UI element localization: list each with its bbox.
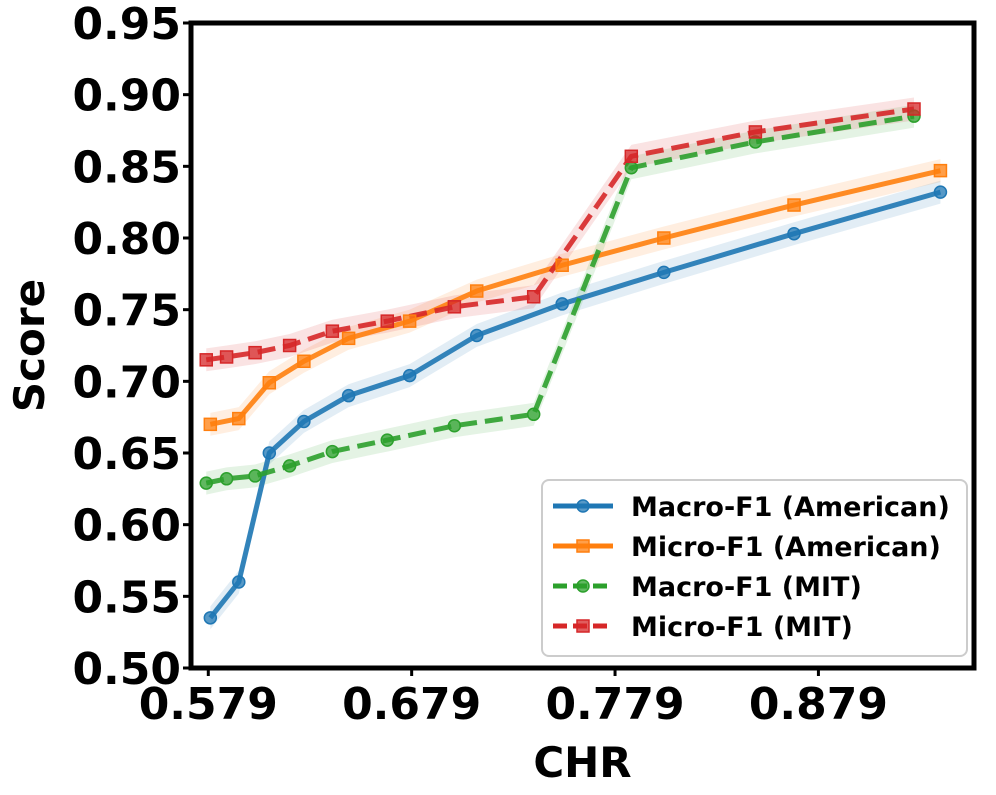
point-macro-f1-mit: [624, 161, 639, 175]
point-micro-f1-american: [933, 163, 948, 178]
point-macro-f1-american: [297, 414, 311, 429]
y-tick-label: 0.65: [72, 429, 181, 480]
y-tick-label: 0.70: [72, 357, 181, 408]
point-micro-f1-mit: [907, 102, 921, 116]
point-macro-f1-mit: [325, 444, 340, 459]
y-tick-label: 0.90: [72, 71, 181, 122]
point-macro-f1-mit: [199, 476, 214, 490]
point-macro-f1-american: [469, 328, 484, 343]
point-micro-f1-american: [262, 376, 277, 390]
y-tick-label: 0.75: [72, 286, 181, 337]
point-micro-f1-american: [297, 354, 311, 369]
point-micro-f1-mit: [248, 345, 262, 360]
point-macro-f1-american: [555, 297, 569, 311]
point-macro-f1-american: [262, 446, 277, 460]
point-macro-f1-american: [232, 575, 246, 589]
point-macro-f1-american: [657, 265, 671, 280]
point-macro-f1-mit: [282, 459, 297, 473]
y-tick-label: 0.80: [72, 214, 181, 265]
x-tick-label: 0.779: [545, 679, 684, 730]
point-micro-f1-mit: [447, 300, 462, 314]
legend-marker-micro-f1-american: [576, 539, 590, 553]
legend: Macro-F1 (American) Micro-F1 (American) Ma…: [541, 479, 968, 657]
x-tick-label: 0.679: [342, 679, 481, 730]
plot-frame: [188, 20, 977, 671]
point-micro-f1-mit: [325, 324, 340, 338]
legend-marker-macro-f1-american: [576, 499, 590, 513]
x-axis-title: CHR: [533, 738, 631, 787]
legend-label-micro-f1-mit: Micro-F1 (MIT): [631, 612, 853, 643]
point-micro-f1-american: [657, 231, 671, 245]
point-macro-f1-american: [787, 226, 801, 241]
point-micro-f1-mit: [219, 350, 234, 364]
point-macro-f1-mit: [380, 433, 395, 447]
point-micro-f1-american: [341, 331, 356, 346]
y-tick-label: 0.95: [72, 0, 181, 50]
legend-label-macro-f1-mit: Macro-F1 (MIT): [631, 572, 862, 603]
legend-entry-micro-f1-mit: Micro-F1 (MIT): [553, 612, 853, 643]
point-micro-f1-american: [787, 198, 801, 212]
point-macro-f1-american: [933, 185, 948, 199]
y-tick-label: 0.55: [72, 572, 181, 623]
band-micro-f1-mit: [206, 97, 915, 372]
point-macro-f1-mit: [447, 419, 462, 433]
legend-label-micro-f1-american: Micro-F1 (American): [631, 532, 941, 563]
legend-marker-micro-f1-mit: [576, 619, 590, 633]
point-micro-f1-mit: [526, 290, 541, 304]
point-micro-f1-mit: [199, 353, 214, 367]
y-tick-label: 0.50: [72, 644, 181, 695]
legend-label-macro-f1-american: Macro-F1 (American): [631, 492, 950, 523]
point-micro-f1-mit: [624, 149, 639, 164]
point-micro-f1-mit: [282, 338, 297, 353]
point-macro-f1-american: [341, 388, 356, 403]
series-markers: [199, 102, 948, 625]
point-micro-f1-american: [402, 314, 417, 328]
point-macro-f1-mit: [248, 469, 262, 483]
point-micro-f1-mit: [748, 125, 763, 139]
axis-ticks: 0.579 0.679 0.779 0.879 0.50 0.55 0.60 0.65 0.70…: [72, 0, 888, 730]
point-micro-f1-mit: [380, 314, 395, 328]
legend-entry-macro-f1-mit: Macro-F1 (MIT): [553, 572, 862, 603]
point-macro-f1-mit: [219, 472, 234, 486]
legend-entry-macro-f1-american: Macro-F1 (American): [553, 492, 950, 523]
x-tick-label: 0.579: [139, 679, 278, 730]
y-tick-label: 0.60: [72, 501, 181, 552]
point-macro-f1-american: [203, 611, 218, 625]
point-macro-f1-american: [402, 368, 417, 383]
legend-box: [541, 479, 968, 657]
point-micro-f1-american: [203, 417, 218, 432]
point-micro-f1-american: [555, 258, 569, 272]
y-axis-title: Score: [5, 279, 54, 412]
legend-entry-micro-f1-american: Micro-F1 (American): [553, 532, 941, 563]
legend-marker-macro-f1-mit: [576, 579, 590, 593]
y-tick-label: 0.85: [72, 142, 181, 193]
point-macro-f1-mit: [526, 407, 541, 422]
x-tick-label: 0.879: [749, 679, 888, 730]
point-micro-f1-american: [232, 411, 246, 426]
point-micro-f1-american: [469, 284, 484, 298]
